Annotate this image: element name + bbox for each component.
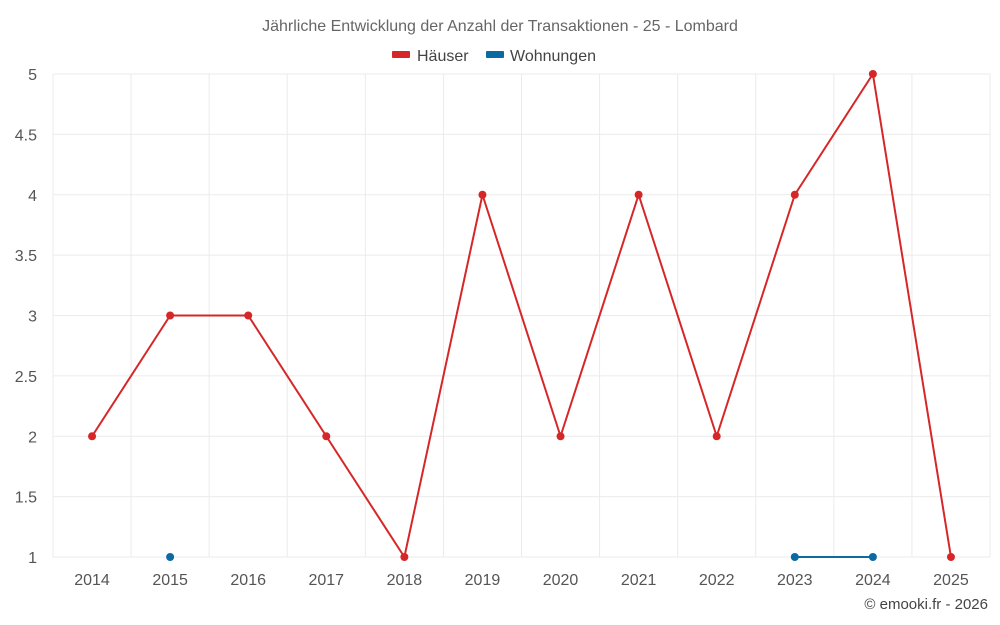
- credit-text: © emooki.fr - 2026: [864, 596, 988, 613]
- x-tick-label: 2016: [230, 572, 266, 589]
- y-tick-label: 1.5: [15, 490, 37, 507]
- data-point[interactable]: [322, 432, 331, 441]
- x-tick-label: 2024: [855, 572, 891, 589]
- y-tick-label: 3.5: [15, 248, 37, 265]
- series-1: [166, 553, 877, 561]
- data-point[interactable]: [712, 432, 721, 441]
- data-point[interactable]: [790, 190, 799, 199]
- y-tick-label: 1: [28, 550, 37, 567]
- data-point[interactable]: [244, 311, 253, 320]
- y-tick-label: 4: [28, 188, 37, 205]
- legend[interactable]: Häuser Wohnungen: [392, 48, 596, 65]
- x-tick-label: 2015: [152, 572, 188, 589]
- series-0: [88, 70, 955, 561]
- x-tick-label: 2019: [465, 572, 501, 589]
- x-tick-label: 2014: [74, 572, 110, 589]
- y-tick-label: 2: [28, 429, 37, 446]
- data-point[interactable]: [634, 190, 643, 199]
- chart-title: Jährliche Entwicklung der Anzahl der Tra…: [262, 18, 738, 35]
- legend-label-wohnungen[interactable]: Wohnungen: [510, 48, 596, 65]
- series-line: [91, 73, 952, 558]
- series: [88, 70, 955, 561]
- data-point[interactable]: [400, 553, 409, 561]
- data-point[interactable]: [88, 432, 97, 441]
- data-point[interactable]: [868, 553, 877, 561]
- data-point[interactable]: [478, 190, 487, 199]
- x-axis-ticks: 2014 2015 2016 2017 2018 2019 2020 2021 2022 2023…: [74, 572, 969, 589]
- x-tick-label: 2022: [699, 572, 735, 589]
- y-tick-label: 3: [28, 309, 37, 326]
- legend-swatch-haeuser: [392, 51, 410, 58]
- x-tick-label: 2025: [933, 572, 969, 589]
- x-tick-label: 2021: [621, 572, 657, 589]
- x-tick-label: 2023: [777, 572, 813, 589]
- y-axis-ticks: 1 1.5 2 2.5 3 3.5 4 4.5 5: [15, 67, 37, 567]
- x-tick-label: 2017: [308, 572, 344, 589]
- y-tick-label: 5: [28, 67, 37, 84]
- data-point[interactable]: [166, 553, 175, 561]
- data-point[interactable]: [790, 553, 799, 561]
- data-point[interactable]: [166, 311, 175, 320]
- y-tick-label: 4.5: [15, 127, 37, 144]
- data-point[interactable]: [868, 70, 877, 78]
- data-point[interactable]: [946, 553, 955, 561]
- data-point[interactable]: [556, 432, 565, 441]
- legend-swatch-wohnungen: [486, 51, 504, 58]
- y-tick-label: 2.5: [15, 369, 37, 386]
- x-tick-label: 2018: [387, 572, 423, 589]
- x-tick-label: 2020: [543, 572, 579, 589]
- legend-label-haeuser[interactable]: Häuser: [417, 48, 469, 65]
